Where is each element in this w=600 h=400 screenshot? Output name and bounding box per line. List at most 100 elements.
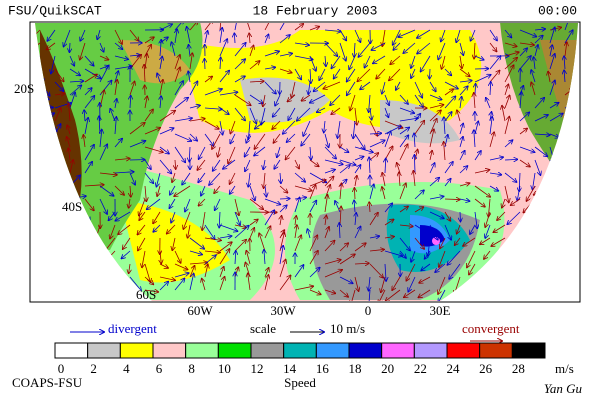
wind-arrow (114, 42, 122, 49)
wind-arrow (504, 159, 517, 160)
wind-arrow (369, 236, 379, 238)
wind-arrow (84, 110, 85, 122)
wind-arrow (255, 120, 266, 129)
wind-arrow (310, 68, 311, 83)
wind-arrow (108, 211, 116, 220)
wind-arrow (246, 133, 251, 143)
wind-arrow (259, 233, 266, 252)
wind-arrow (249, 228, 254, 239)
wind-arrow (389, 68, 401, 80)
wind-arrow (519, 29, 536, 37)
wind-arrow (384, 219, 394, 226)
wind-arrow (330, 94, 341, 105)
wind-arrow (474, 55, 484, 60)
wind-arrow (279, 246, 283, 265)
wind-arrow (459, 86, 468, 96)
wind-arrow (310, 94, 326, 103)
colorbar-label: 6 (156, 361, 163, 376)
wind-arrow (220, 57, 221, 70)
wind-arrow (189, 274, 194, 291)
wind-arrow (198, 172, 206, 182)
color-swatch (413, 342, 448, 359)
wind-arrow (129, 263, 130, 273)
wind-arrow (399, 118, 418, 122)
wind-arrow (484, 250, 491, 259)
wind-arrow (417, 29, 431, 38)
wind-arrow (159, 282, 168, 291)
wind-arrow (474, 198, 485, 207)
wind-arrow (129, 198, 130, 208)
wind-arrow (114, 158, 130, 160)
wind-arrow (369, 140, 385, 148)
wind-arrow (459, 151, 465, 161)
wind-arrow (169, 198, 176, 208)
wind-arrow (245, 146, 251, 157)
wind-arrow (549, 113, 563, 122)
wind-arrow (517, 185, 521, 201)
wind-arrow (219, 224, 238, 231)
wind-arrow (369, 213, 378, 226)
wind-arrow (460, 137, 463, 148)
wind-arrow (171, 42, 176, 57)
wind-arrow (460, 55, 462, 68)
wind-arrow (295, 225, 297, 239)
wind-arrow (174, 146, 185, 162)
wind-arrow (504, 29, 511, 38)
wind-arrow (84, 88, 92, 96)
wind-arrow (324, 170, 335, 174)
wind-arrow (354, 29, 361, 42)
wind-arrow (369, 249, 384, 251)
wind-arrow (398, 29, 416, 37)
wind-arrow (84, 74, 97, 83)
wind-arrow (219, 236, 232, 238)
wind-arrow (339, 165, 350, 174)
wind-arrow (309, 289, 321, 294)
wind-arrow (504, 172, 517, 182)
wind-arrow (309, 185, 316, 200)
wind-arrow (439, 250, 446, 267)
lat-label: 20S (14, 81, 34, 96)
wind-arrow (138, 237, 146, 251)
wind-arrow (204, 120, 219, 129)
wind-arrow (157, 185, 160, 196)
wind-arrow (459, 166, 467, 174)
wind-arrow (504, 42, 517, 46)
wind-arrow (294, 55, 313, 60)
wind-arrow (144, 159, 151, 169)
wind-arrow (219, 211, 220, 228)
wind-arrow (100, 130, 102, 148)
wind-arrow (209, 172, 221, 185)
wind-arrow (54, 81, 63, 91)
wind-arrow (243, 23, 251, 31)
wind-arrow (549, 103, 559, 109)
wind-arrow (534, 98, 544, 109)
wind-arrow (204, 264, 208, 278)
wind-arrow (382, 29, 386, 46)
wind-arrow (159, 111, 175, 122)
colorbar-title: Speed (284, 375, 316, 390)
wind-arrow (550, 45, 552, 57)
lon-label: 30W (270, 303, 296, 318)
wind-arrow (264, 172, 265, 188)
wind-arrow (447, 250, 461, 265)
wind-arrow (234, 43, 246, 57)
wind-arrow (310, 146, 311, 160)
wind-arrow (408, 276, 416, 292)
divergent-label: divergent (108, 321, 157, 336)
wind-arrow (219, 39, 227, 57)
wind-arrow (459, 124, 463, 135)
wind-arrow (323, 81, 341, 89)
wind-arrow (230, 120, 236, 133)
wind-arrow (354, 200, 355, 213)
wind-arrow (459, 183, 470, 186)
wind-arrow (234, 59, 245, 70)
wind-arrow (204, 224, 215, 239)
wind-arrow (294, 172, 305, 182)
colorbar-label: 8 (188, 361, 195, 376)
wind-arrow (369, 263, 383, 278)
wind-arrow (275, 94, 281, 106)
wind-arrow (369, 94, 370, 112)
wind-arrow (475, 211, 477, 228)
wind-arrow (35, 29, 41, 41)
wind-arrow (419, 276, 431, 283)
